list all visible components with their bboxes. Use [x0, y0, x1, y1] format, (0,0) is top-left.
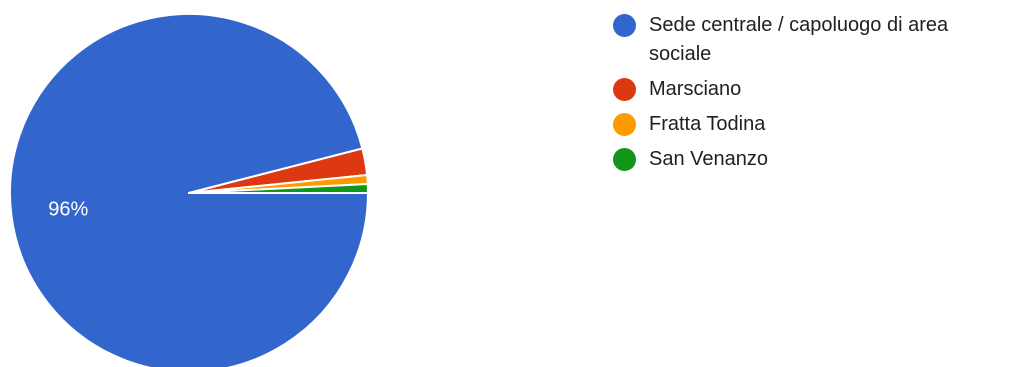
legend-label-fratta-todina: Fratta Todina [649, 113, 766, 135]
pie-slice-sede-centrale[interactable] [9, 13, 369, 367]
legend-item-sede-centrale[interactable]: Sede centrale / capoluogo di area social… [613, 11, 1013, 69]
pie-chart: 96% [9, 13, 369, 367]
legend-label-marsciano: Marsciano [649, 78, 742, 100]
legend-label-sede-centrale: Sede centrale / capoluogo di area social… [649, 14, 949, 65]
legend: Sede centrale / capoluogo di area social… [613, 11, 1013, 180]
legend-swatch-san-venanzo [613, 148, 636, 171]
pie-slice-label-sede-centrale: 96% [48, 198, 88, 220]
pie-slice-san-venanzo[interactable] [188, 183, 369, 194]
legend-swatch-marsciano [613, 78, 636, 101]
legend-label-san-venanzo: San Venanzo [649, 148, 768, 170]
legend-item-san-venanzo[interactable]: San Venanzo [613, 145, 1013, 174]
legend-swatch-sede-centrale [613, 14, 636, 37]
legend-item-fratta-todina[interactable]: Fratta Todina [613, 110, 1013, 139]
legend-swatch-fratta-todina [613, 113, 636, 136]
legend-item-marsciano[interactable]: Marsciano [613, 75, 1013, 104]
